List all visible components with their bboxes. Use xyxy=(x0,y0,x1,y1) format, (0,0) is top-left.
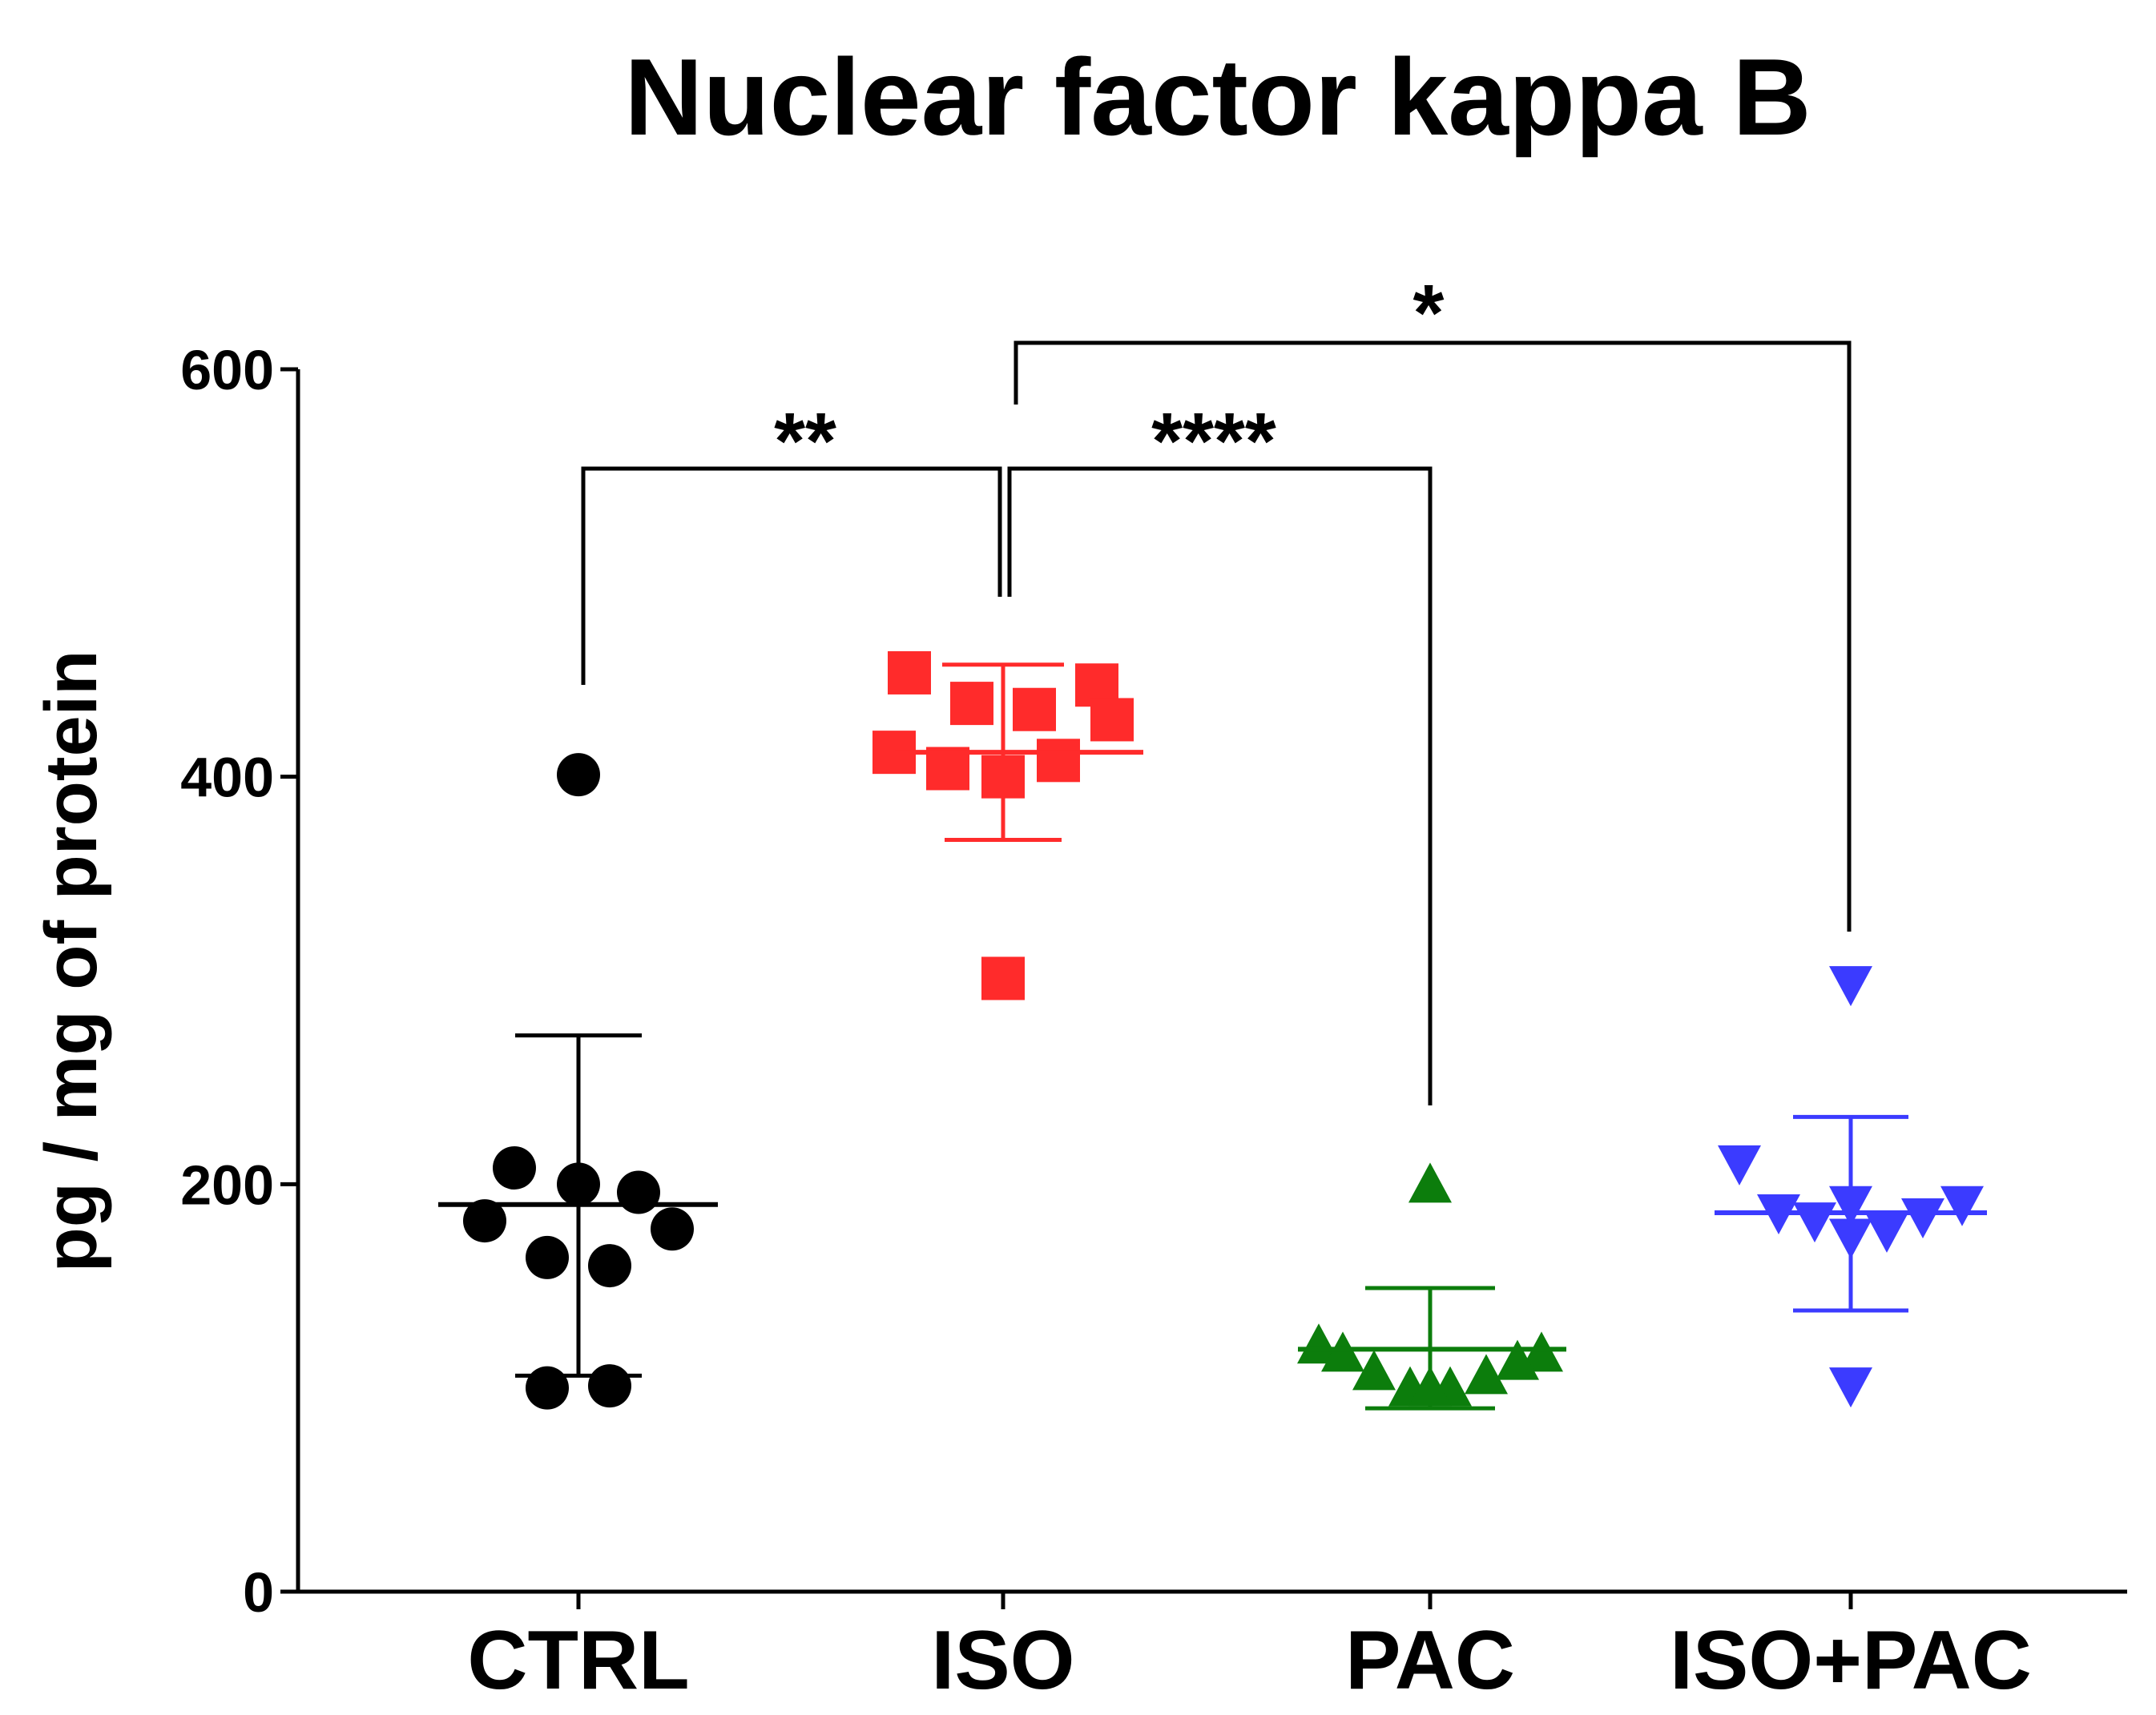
data-point xyxy=(1321,1331,1364,1372)
axes: 0 200 400 600 CTRL ISO PAC ISO+PAC xyxy=(180,339,2127,1707)
significance-label: * xyxy=(1413,268,1445,358)
data-point xyxy=(1013,687,1056,731)
data-point xyxy=(888,650,931,694)
group-pac xyxy=(1297,1162,1566,1411)
y-tick-label: 0 xyxy=(243,1561,274,1624)
y-tick-label: 600 xyxy=(180,339,274,401)
data-groups xyxy=(438,650,1987,1411)
group-iso-pac xyxy=(1715,966,1987,1408)
significance-label: ** xyxy=(774,397,836,486)
data-point xyxy=(1901,1198,1944,1239)
group-ctrl xyxy=(438,753,718,1410)
x-tick-label: ISO+PAC xyxy=(1670,1614,2032,1707)
data-point xyxy=(950,682,993,726)
data-point xyxy=(1829,966,1872,1007)
data-point xyxy=(1408,1162,1452,1203)
x-tick-label: ISO xyxy=(931,1614,1074,1707)
data-point xyxy=(588,1244,631,1288)
y-axis-label: pg / mg of protein xyxy=(30,650,112,1273)
group-iso xyxy=(872,650,1143,1000)
data-point xyxy=(493,1145,536,1190)
data-point xyxy=(1352,1350,1396,1391)
data-point xyxy=(526,1366,569,1410)
data-point xyxy=(617,1170,660,1214)
y-tick-label: 200 xyxy=(180,1153,274,1216)
data-point xyxy=(1037,739,1080,783)
data-point xyxy=(1297,1323,1340,1364)
data-point xyxy=(1865,1212,1908,1253)
data-point xyxy=(1465,1354,1508,1395)
significance-bracket xyxy=(581,466,1002,685)
data-point xyxy=(1940,1186,1984,1226)
significance-bracket xyxy=(1014,340,1852,932)
significance-bracket xyxy=(1007,466,1433,1105)
data-point xyxy=(588,1364,631,1408)
data-point xyxy=(981,956,1025,1000)
y-tick-label: 400 xyxy=(180,747,274,809)
significance-brackets: ** ***** xyxy=(581,268,1852,1105)
data-point xyxy=(463,1199,506,1243)
data-point xyxy=(1829,1367,1872,1408)
x-tick-label: CTRL xyxy=(467,1614,689,1707)
x-tick-label: PAC xyxy=(1345,1614,1515,1707)
data-point xyxy=(526,1235,569,1279)
data-point xyxy=(1520,1331,1563,1372)
data-point xyxy=(1793,1202,1836,1243)
data-point xyxy=(1090,698,1134,742)
data-point xyxy=(1718,1145,1761,1186)
data-point xyxy=(651,1207,694,1251)
data-point xyxy=(1496,1339,1539,1380)
chart-title: Nuclear factor kappa B xyxy=(624,36,1811,158)
data-point xyxy=(557,753,600,797)
significance-label: **** xyxy=(1151,397,1276,486)
